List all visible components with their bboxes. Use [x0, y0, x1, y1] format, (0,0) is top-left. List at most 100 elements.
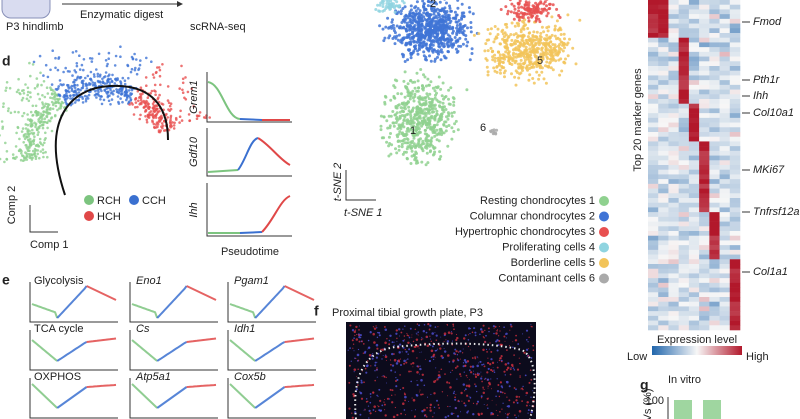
point: [51, 96, 54, 100]
point: [411, 145, 414, 148]
signal: [513, 354, 515, 356]
heatmap-cell: [658, 165, 669, 171]
heatmap-cell: [688, 89, 700, 95]
point: [426, 0, 430, 3]
curve: [156, 341, 188, 362]
legend-dot: [599, 196, 609, 206]
cluster-label: 1: [410, 125, 416, 137]
point: [442, 35, 445, 39]
signal: [441, 356, 444, 359]
point: [416, 29, 420, 33]
point: [501, 28, 505, 32]
point: [517, 9, 521, 13]
heatmap-cell: [699, 174, 710, 180]
heatmap-cell: [678, 70, 690, 76]
point: [438, 128, 442, 131]
point: [442, 123, 446, 126]
legend-label: HCH: [97, 211, 121, 223]
signal: [351, 339, 354, 342]
point: [22, 92, 26, 95]
heatmap-cell: [678, 47, 690, 53]
heatmap-cell: [648, 221, 659, 227]
point: [545, 60, 549, 64]
point: [547, 7, 551, 11]
point: [422, 8, 426, 12]
heatmap-cell: [719, 28, 731, 34]
heatmap-cell: [699, 306, 710, 312]
point: [420, 16, 424, 20]
heatmap-cell: [688, 282, 700, 288]
heatmap-cell: [699, 66, 710, 72]
heatmap-cell: [709, 141, 720, 147]
point: [44, 110, 47, 114]
signal: [518, 410, 522, 413]
point: [532, 81, 536, 85]
point: [435, 91, 438, 95]
point: [437, 24, 441, 28]
heatmap-cell: [648, 311, 659, 317]
point: [153, 105, 157, 108]
point: [389, 114, 393, 118]
point: [408, 97, 412, 101]
heatmap-cell: [678, 99, 690, 105]
point: [406, 127, 410, 131]
point: [54, 56, 57, 60]
heatmap-cell: [648, 179, 659, 185]
heatmap-cell: [719, 127, 731, 133]
point: [495, 65, 499, 68]
point: [70, 87, 74, 91]
signal: [431, 332, 434, 335]
heatmap-cell: [658, 306, 669, 312]
heatmap-cell: [709, 94, 720, 100]
point: [425, 151, 429, 155]
point: [468, 10, 472, 14]
heatmap-cell: [699, 165, 710, 171]
point: [26, 149, 30, 152]
heatmap-cell: [729, 155, 741, 161]
point: [110, 79, 114, 83]
heatmap-cell: [688, 136, 700, 142]
heatmap-cell: [709, 103, 720, 109]
point: [157, 66, 161, 69]
heatmap-cell: [729, 325, 741, 331]
point: [532, 38, 536, 42]
signal: [474, 375, 478, 379]
point: [53, 91, 57, 94]
heatmap-cell: [648, 202, 659, 208]
point: [415, 40, 419, 44]
point: [524, 50, 528, 54]
signal: [464, 404, 467, 407]
heatmap-cell: [648, 136, 659, 142]
heatmap-cell: [719, 297, 731, 303]
heatmap-cell: [648, 259, 659, 265]
point: [433, 57, 437, 61]
heatmap-cell: [719, 264, 731, 270]
signal: [386, 382, 388, 384]
heatmap-cell: [658, 202, 669, 208]
heatmap-cell: [709, 84, 720, 90]
point: [525, 64, 529, 68]
signal: [353, 337, 355, 340]
point: [535, 14, 539, 18]
point: [447, 88, 451, 92]
heatmap-cell: [709, 113, 720, 119]
signal: [453, 412, 455, 414]
point: [528, 43, 532, 47]
point: [202, 116, 206, 119]
signal: [509, 373, 512, 376]
heatmap-cell: [648, 99, 659, 105]
colorbar-title: Expression level: [657, 334, 737, 346]
point: [565, 43, 569, 47]
heatmap-cell: [688, 150, 700, 156]
heatmap-cell: [668, 292, 679, 298]
point: [503, 38, 507, 42]
heatmap-cell: [709, 282, 720, 288]
point: [546, 11, 550, 15]
heatmap-cell: [688, 28, 700, 34]
signal: [454, 396, 456, 399]
signal: [410, 380, 413, 383]
signal: [353, 371, 355, 373]
point: [95, 68, 98, 71]
axes: [29, 330, 118, 371]
heatmap-cell: [699, 264, 710, 270]
